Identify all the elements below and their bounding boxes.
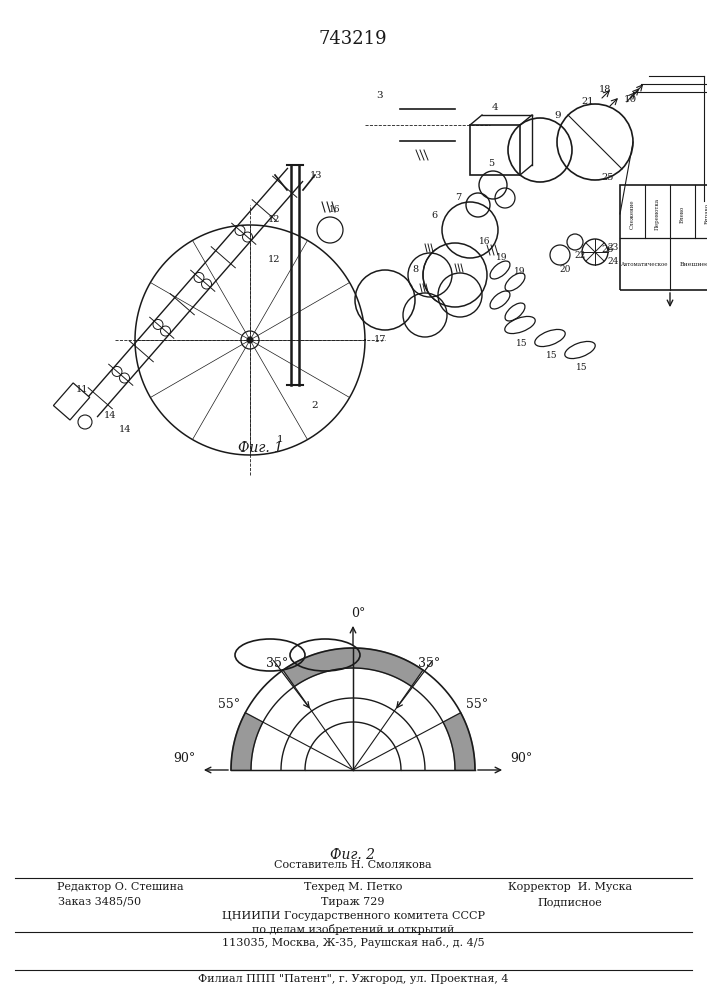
Text: 4: 4 bbox=[491, 104, 498, 112]
Text: 12: 12 bbox=[267, 255, 280, 264]
Text: Фиг. 1: Фиг. 1 bbox=[238, 441, 283, 455]
Text: 35°: 35° bbox=[266, 657, 288, 670]
Text: Редактор О. Стешина: Редактор О. Стешина bbox=[57, 882, 183, 892]
Text: 17: 17 bbox=[374, 336, 386, 344]
Text: 90°: 90° bbox=[510, 752, 532, 765]
Text: Влево: Влево bbox=[679, 205, 684, 223]
Bar bbox=[54, 383, 90, 420]
Text: 19: 19 bbox=[514, 267, 526, 276]
Text: 743219: 743219 bbox=[319, 30, 387, 48]
Text: 21: 21 bbox=[582, 98, 595, 106]
Text: 6: 6 bbox=[431, 211, 437, 220]
Polygon shape bbox=[283, 648, 423, 686]
Text: Перемотка: Перемотка bbox=[655, 198, 660, 230]
Text: 15: 15 bbox=[547, 352, 558, 360]
Text: 35°: 35° bbox=[418, 657, 440, 670]
Text: 20: 20 bbox=[559, 265, 571, 274]
Text: Корректор  И. Муска: Корректор И. Муска bbox=[508, 882, 632, 892]
Polygon shape bbox=[231, 713, 263, 770]
Text: 15: 15 bbox=[576, 363, 588, 372]
Text: 55°: 55° bbox=[218, 698, 240, 711]
Text: Тираж 729: Тираж 729 bbox=[321, 897, 385, 907]
Text: 113035, Москва, Ж-35, Раушская наб., д. 4/5: 113035, Москва, Ж-35, Раушская наб., д. … bbox=[222, 937, 484, 948]
Text: 90°: 90° bbox=[174, 752, 196, 765]
Bar bbox=[470, 125, 520, 175]
Text: 25: 25 bbox=[602, 172, 614, 182]
Text: Заказ 3485/50: Заказ 3485/50 bbox=[59, 897, 141, 907]
Text: 3: 3 bbox=[377, 91, 383, 100]
Text: 0°: 0° bbox=[351, 607, 366, 620]
Text: ЦНИИПИ Государственного комитета СССР: ЦНИИПИ Государственного комитета СССР bbox=[221, 911, 484, 921]
Text: Филиал ППП "Патент", г. Ужгород, ул. Проектная, 4: Филиал ППП "Патент", г. Ужгород, ул. Про… bbox=[198, 974, 508, 984]
Text: 15: 15 bbox=[516, 338, 528, 348]
Text: 26: 26 bbox=[602, 245, 614, 254]
Text: 1: 1 bbox=[276, 436, 284, 444]
Text: 10: 10 bbox=[624, 96, 636, 104]
Text: Слежение: Слежение bbox=[629, 199, 634, 229]
Circle shape bbox=[247, 337, 253, 343]
Text: Вправо: Вправо bbox=[704, 204, 707, 225]
Text: 11: 11 bbox=[76, 385, 88, 394]
Text: 22: 22 bbox=[574, 250, 585, 259]
Text: 9: 9 bbox=[555, 110, 561, 119]
Text: 18: 18 bbox=[599, 86, 611, 95]
Text: 13: 13 bbox=[310, 170, 322, 180]
Text: Фиг. 2: Фиг. 2 bbox=[330, 848, 375, 862]
Text: по делам изобретений и открытий: по делам изобретений и открытий bbox=[252, 924, 454, 935]
Text: 14: 14 bbox=[104, 410, 116, 420]
Text: 12: 12 bbox=[267, 216, 280, 225]
Text: 2: 2 bbox=[312, 400, 318, 410]
Text: 14: 14 bbox=[119, 426, 132, 434]
Polygon shape bbox=[443, 713, 475, 770]
Text: Техред М. Петко: Техред М. Петко bbox=[304, 882, 402, 892]
Text: 8: 8 bbox=[412, 265, 418, 274]
Text: Составитель Н. Смолякова: Составитель Н. Смолякова bbox=[274, 860, 432, 870]
Text: 23: 23 bbox=[607, 242, 619, 251]
Text: 7: 7 bbox=[455, 192, 461, 202]
Text: 19: 19 bbox=[496, 253, 508, 262]
Text: Подписное: Подписное bbox=[537, 897, 602, 907]
Text: 5: 5 bbox=[488, 158, 494, 167]
Text: 16: 16 bbox=[329, 206, 341, 215]
Text: 24: 24 bbox=[607, 257, 619, 266]
Text: Внешнее: Внешнее bbox=[680, 261, 707, 266]
Text: 55°: 55° bbox=[465, 698, 488, 711]
Text: Автоматическое: Автоматическое bbox=[621, 261, 669, 266]
Bar bbox=[620, 185, 707, 290]
Text: 16: 16 bbox=[479, 237, 491, 246]
